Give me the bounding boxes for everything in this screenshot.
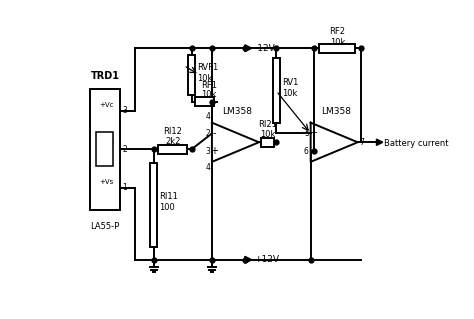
Text: LM358: LM358 <box>222 107 252 116</box>
Polygon shape <box>245 256 252 263</box>
Text: 7: 7 <box>359 138 364 147</box>
Text: 4: 4 <box>206 112 210 121</box>
Bar <box>158 145 187 154</box>
Text: 4: 4 <box>206 163 210 172</box>
Bar <box>261 138 274 147</box>
Text: 10k: 10k <box>201 90 217 99</box>
Text: 2k2: 2k2 <box>165 137 181 145</box>
Bar <box>188 55 195 95</box>
Bar <box>91 89 120 210</box>
Text: LM358: LM358 <box>321 107 351 116</box>
Text: RI11: RI11 <box>160 192 178 201</box>
Text: +Vc: +Vc <box>99 101 114 108</box>
Text: Battery current: Battery current <box>384 139 449 148</box>
Text: 100: 100 <box>160 203 175 211</box>
Bar <box>194 97 214 106</box>
Bar <box>319 44 355 53</box>
Text: -: - <box>311 146 315 156</box>
Text: 3: 3 <box>205 146 210 156</box>
Text: 2: 2 <box>123 145 128 154</box>
Text: 6: 6 <box>304 146 309 156</box>
Text: +Vs: +Vs <box>99 179 114 185</box>
Text: RI12: RI12 <box>164 127 182 136</box>
Text: +12V: +12V <box>254 255 279 264</box>
Text: 3: 3 <box>123 106 128 115</box>
Bar <box>96 132 113 166</box>
Text: 10k: 10k <box>282 89 297 98</box>
Text: RF1: RF1 <box>201 81 217 90</box>
Text: 10k: 10k <box>260 130 275 139</box>
Text: 10k: 10k <box>197 73 212 83</box>
Text: TRD1: TRD1 <box>91 71 120 81</box>
Text: LA55-P: LA55-P <box>91 222 120 231</box>
Bar <box>150 163 157 247</box>
Bar <box>273 58 280 123</box>
Polygon shape <box>245 45 252 52</box>
Polygon shape <box>376 139 383 145</box>
Text: 10k: 10k <box>329 38 345 47</box>
Text: RV1: RV1 <box>282 78 298 87</box>
Text: 2: 2 <box>205 129 210 138</box>
Text: RVF1: RVF1 <box>197 63 219 71</box>
Text: RI21: RI21 <box>258 120 277 129</box>
Text: M: M <box>108 140 114 146</box>
Text: RF2: RF2 <box>329 27 345 36</box>
Text: -: - <box>213 129 216 138</box>
Text: -12V: -12V <box>254 44 275 53</box>
Text: 5: 5 <box>304 129 309 138</box>
Text: 1: 1 <box>123 183 128 192</box>
Text: +: + <box>210 146 219 156</box>
Text: +: + <box>309 129 317 138</box>
Text: 1: 1 <box>261 136 265 145</box>
